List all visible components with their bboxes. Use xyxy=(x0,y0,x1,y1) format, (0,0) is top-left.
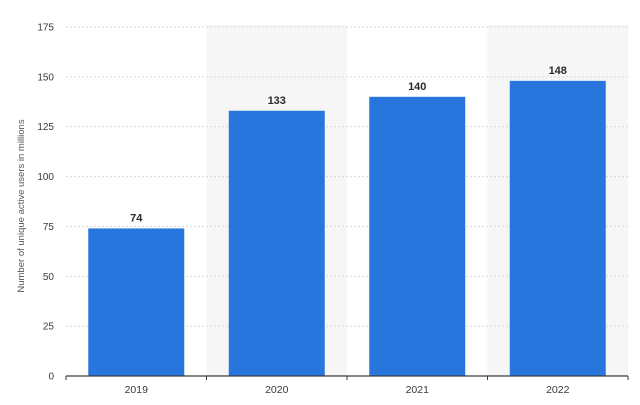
bar-2021 xyxy=(369,96,466,377)
bar-2022 xyxy=(509,80,606,377)
bars xyxy=(88,80,606,377)
y-tick-label: 125 xyxy=(37,122,54,133)
data-label-2019: 74 xyxy=(130,212,143,224)
x-axis: 2019 2020 2021 2022 xyxy=(65,375,629,396)
data-label-2020: 133 xyxy=(268,95,286,107)
data-label-2021: 140 xyxy=(408,81,426,93)
y-tick-label: 25 xyxy=(43,322,55,333)
y-tick-label: 0 xyxy=(48,372,54,383)
x-tick-label-2021: 2021 xyxy=(406,384,430,396)
y-axis-title: Number of unique active users in million… xyxy=(16,119,27,292)
data-labels: 74 133 140 148 xyxy=(130,65,567,225)
x-tick-label-2022: 2022 xyxy=(546,384,570,396)
y-tick-label: 75 xyxy=(43,222,55,233)
bar-2020 xyxy=(228,110,325,376)
data-label-2022: 148 xyxy=(549,65,567,77)
y-axis: 0 25 50 75 100 125 150 175 xyxy=(37,23,54,383)
x-tick-label-2020: 2020 xyxy=(265,384,289,396)
bar-2019 xyxy=(88,228,185,376)
y-tick-label: 50 xyxy=(43,272,55,283)
y-tick-label: 175 xyxy=(37,23,54,34)
y-tick-label: 100 xyxy=(37,172,54,183)
x-tick-label-2019: 2019 xyxy=(125,384,149,396)
y-tick-label: 150 xyxy=(37,72,54,83)
